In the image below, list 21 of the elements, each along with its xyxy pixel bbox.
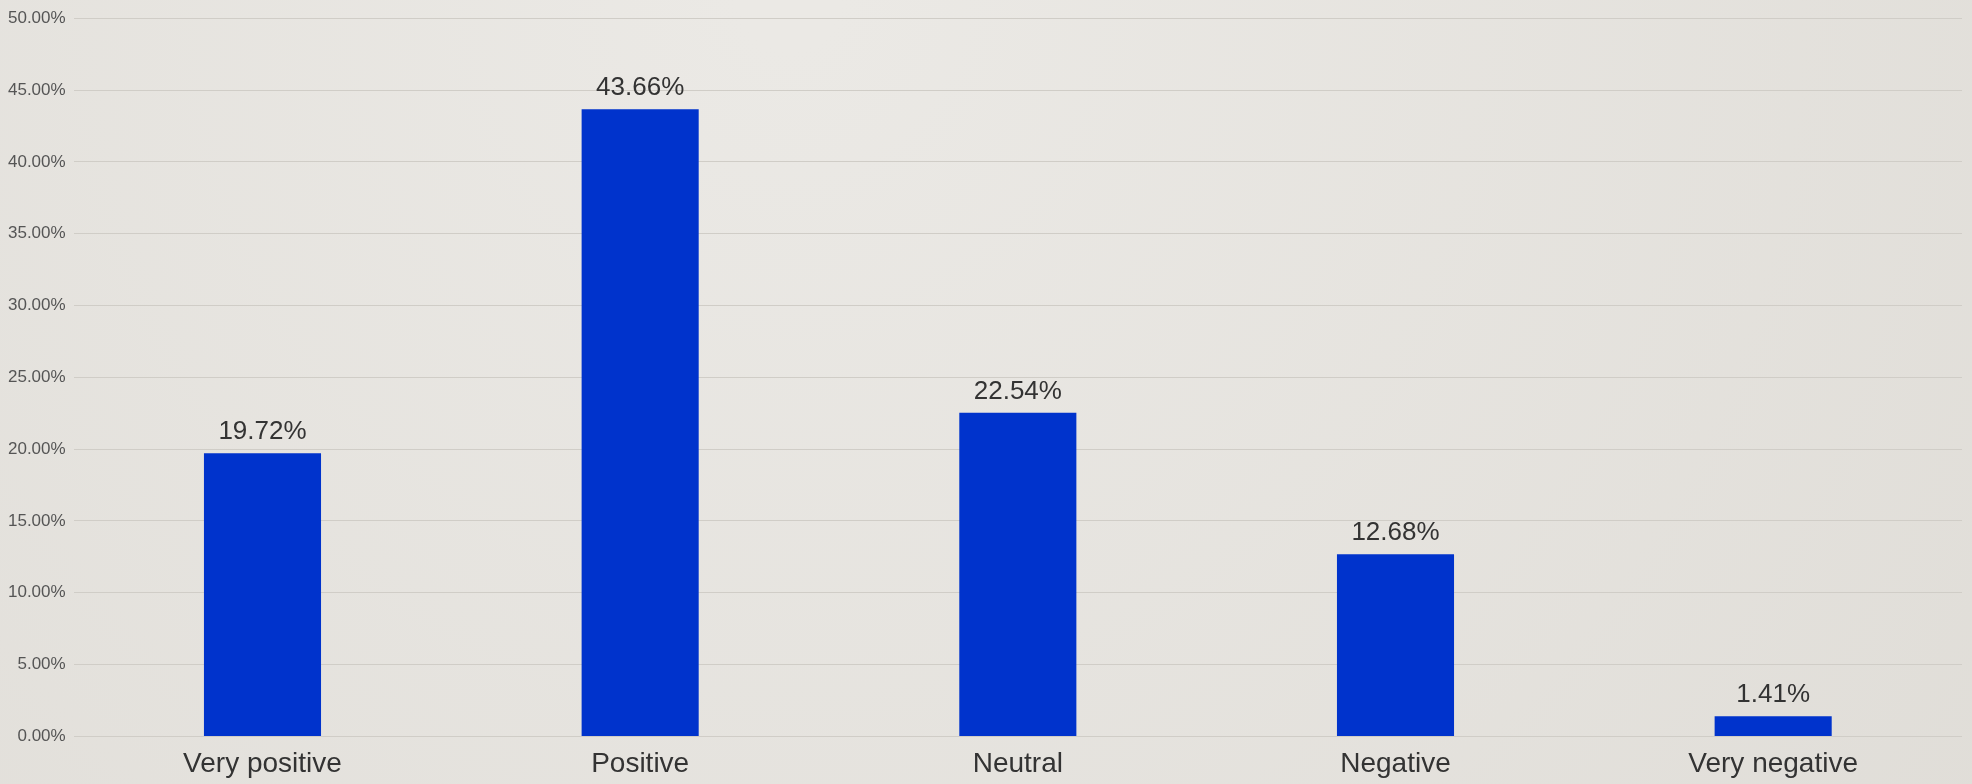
data-label: 43.66% [596, 71, 685, 102]
x-tick-label: Very positive [183, 746, 342, 778]
y-tick-label: 15.00% [7, 510, 66, 530]
y-tick-label: 45.00% [7, 79, 66, 99]
y-tick-label: 50.00% [7, 7, 66, 27]
y-tick-label: 35.00% [7, 223, 66, 243]
y-tick-label: 20.00% [7, 438, 66, 458]
y-tick-label: 10.00% [7, 582, 66, 602]
y-tick-label: 5.00% [17, 654, 66, 674]
y-tick-label: 30.00% [7, 295, 66, 315]
data-label: 1.41% [1736, 678, 1811, 709]
x-tick-label: Very negative [1688, 746, 1858, 778]
y-tick-label: 25.00% [7, 366, 66, 386]
y-tick-label: 40.00% [7, 151, 66, 171]
x-tick-label: Neutral [972, 746, 1063, 778]
x-tick-label: Positive [591, 746, 690, 778]
y-tick-label: 0.00% [17, 726, 66, 746]
data-label: 22.54% [973, 374, 1062, 405]
x-tick-label: Negative [1340, 746, 1451, 778]
data-label: 19.72% [218, 415, 307, 446]
data-label: 12.68% [1351, 516, 1440, 547]
